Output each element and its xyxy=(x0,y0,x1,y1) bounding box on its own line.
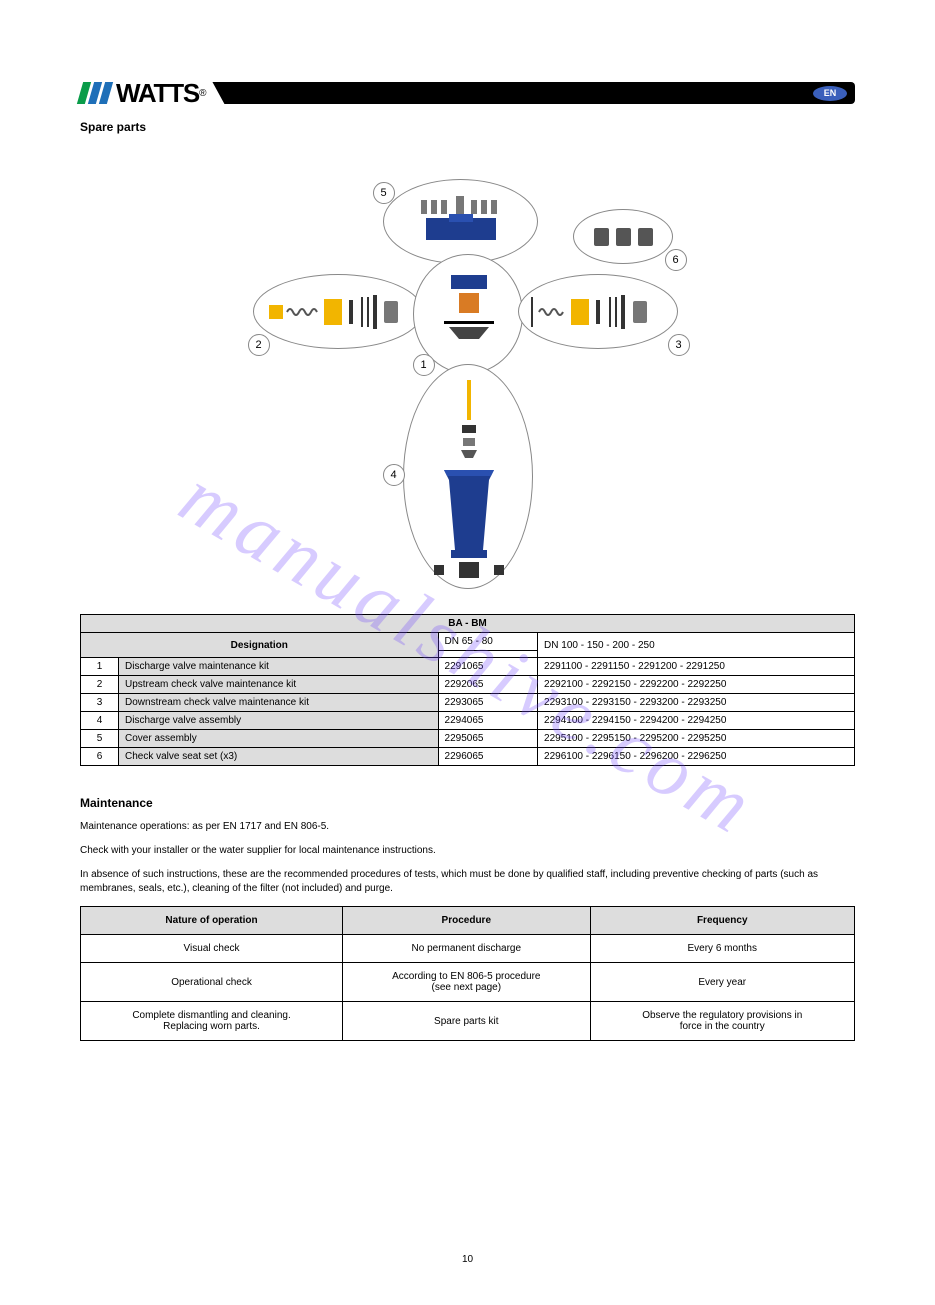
diagram-num-3: 3 xyxy=(668,334,690,356)
seat-set-icon xyxy=(574,210,674,265)
page-number: 10 xyxy=(462,1254,473,1265)
col-procedure: Procedure xyxy=(343,907,590,935)
maintenance-schedule-table: Nature of operation Procedure Frequency … xyxy=(80,906,855,1041)
diagram-num-4: 4 xyxy=(383,464,405,486)
num-label: 5 xyxy=(380,187,386,199)
row-code-a: 2296065 xyxy=(438,748,538,766)
table-title: BA - BM xyxy=(81,615,855,633)
brand-logo: WATTS® xyxy=(80,78,206,109)
brand-name: WATTS xyxy=(116,78,199,109)
row-desc: Downstream check valve maintenance kit xyxy=(119,694,439,712)
row-code-a: 2295065 xyxy=(438,730,538,748)
table-row: 1 Discharge valve maintenance kit 229106… xyxy=(81,658,855,676)
table-header-row: Nature of operation Procedure Frequency xyxy=(81,907,855,935)
row-desc: Discharge valve maintenance kit xyxy=(119,658,439,676)
downstream-check-icon xyxy=(519,275,679,350)
row-num: 4 xyxy=(81,712,119,730)
header-banner: EN xyxy=(212,82,855,104)
table-row: 6 Check valve seat set (x3) 2296065 2296… xyxy=(81,748,855,766)
num-label: 6 xyxy=(672,254,678,266)
cell-nature: Operational check xyxy=(81,963,343,1002)
row-desc: Check valve seat set (x3) xyxy=(119,748,439,766)
cover-assembly-icon xyxy=(384,180,539,265)
diagram-bubble-4 xyxy=(403,364,533,589)
row-code-b: 2292100 - 2292150 - 2292200 - 2292250 xyxy=(538,676,855,694)
row-code-b: 2291100 - 2291150 - 2291200 - 2291250 xyxy=(538,658,855,676)
row-desc: Cover assembly xyxy=(119,730,439,748)
diagram-num-5: 5 xyxy=(373,182,395,204)
maintenance-para-3: In absence of such instructions, these a… xyxy=(80,868,855,896)
num-label: 2 xyxy=(255,339,261,351)
row-desc: Upstream check valve maintenance kit xyxy=(119,676,439,694)
page-header: WATTS® EN xyxy=(80,80,855,106)
row-code-b: 2296100 - 2296150 - 2296200 - 2296250 xyxy=(538,748,855,766)
row-code-a: 2294065 xyxy=(438,712,538,730)
discharge-assembly-icon xyxy=(404,365,534,590)
row-code-a: 2291065 xyxy=(438,658,538,676)
table-row: Operational check According to EN 806-5 … xyxy=(81,963,855,1002)
cell-nature: Visual check xyxy=(81,935,343,963)
row-code-b: 2294100 - 2294150 - 2294200 - 2294250 xyxy=(538,712,855,730)
table-row: 2 Upstream check valve maintenance kit 2… xyxy=(81,676,855,694)
col-nature: Nature of operation xyxy=(81,907,343,935)
cell-frequency: Every year xyxy=(590,963,855,1002)
diagram-bubble-2 xyxy=(253,274,423,349)
row-code-b: 2293100 - 2293150 - 2293200 - 2293250 xyxy=(538,694,855,712)
cell-frequency: Every 6 months xyxy=(590,935,855,963)
cell-procedure: Spare parts kit xyxy=(343,1002,590,1041)
language-badge: EN xyxy=(813,86,847,101)
row-code-a: 2293065 xyxy=(438,694,538,712)
row-num: 1 xyxy=(81,658,119,676)
row-code-a: 2292065 xyxy=(438,676,538,694)
size-a-header: DN 65 - 80 xyxy=(438,633,538,651)
row-num: 3 xyxy=(81,694,119,712)
diagram-num-6: 6 xyxy=(665,249,687,271)
table-header-row: BA - BM xyxy=(81,615,855,633)
row-num: 5 xyxy=(81,730,119,748)
designation-header: Designation xyxy=(81,633,439,658)
row-num: 2 xyxy=(81,676,119,694)
diagram-bubble-6 xyxy=(573,209,673,264)
row-num: 6 xyxy=(81,748,119,766)
num-label: 4 xyxy=(390,469,396,481)
cell-nature: Complete dismantling and cleaning. Repla… xyxy=(81,1002,343,1041)
table-row: 3 Downstream check valve maintenance kit… xyxy=(81,694,855,712)
table-row: Complete dismantling and cleaning. Repla… xyxy=(81,1002,855,1041)
size-b-header: DN 100 - 150 - 200 - 250 xyxy=(538,633,855,658)
num-label: 3 xyxy=(675,339,681,351)
logo-bars-icon xyxy=(80,82,110,104)
diagram-bubble-5 xyxy=(383,179,538,264)
upstream-check-icon xyxy=(254,275,424,350)
cell-procedure: According to EN 806-5 procedure (see nex… xyxy=(343,963,590,1002)
empty-cell xyxy=(438,651,538,658)
table-subheader-row: Designation DN 65 - 80 DN 100 - 150 - 20… xyxy=(81,633,855,651)
num-label: 1 xyxy=(420,359,426,371)
table-row: 4 Discharge valve assembly 2294065 22941… xyxy=(81,712,855,730)
cell-frequency: Observe the regulatory provisions in for… xyxy=(590,1002,855,1041)
row-desc: Discharge valve assembly xyxy=(119,712,439,730)
col-frequency: Frequency xyxy=(590,907,855,935)
spare-parts-title: Spare parts xyxy=(80,120,855,134)
table-row: Visual check No permanent discharge Ever… xyxy=(81,935,855,963)
diagram-bubble-3 xyxy=(518,274,678,349)
maintenance-title: Maintenance xyxy=(80,796,855,810)
cell-procedure: No permanent discharge xyxy=(343,935,590,963)
spare-parts-table: BA - BM Designation DN 65 - 80 DN 100 - … xyxy=(80,614,855,766)
maintenance-para-2: Check with your installer or the water s… xyxy=(80,844,855,858)
maintenance-para-1: Maintenance operations: as per EN 1717 a… xyxy=(80,820,855,834)
exploded-diagram: 5 6 2 xyxy=(253,164,683,594)
row-code-b: 2295100 - 2295150 - 2295200 - 2295250 xyxy=(538,730,855,748)
diagram-num-1: 1 xyxy=(413,354,435,376)
table-row: 5 Cover assembly 2295065 2295100 - 22951… xyxy=(81,730,855,748)
diagram-num-2: 2 xyxy=(248,334,270,356)
